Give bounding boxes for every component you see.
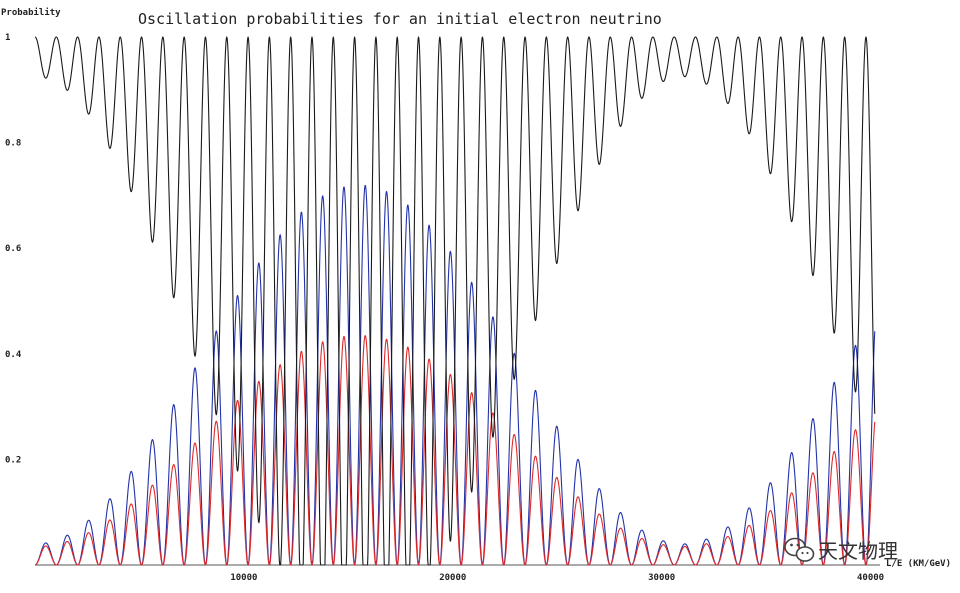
- watermark: 天文物理: [784, 537, 898, 563]
- y-axis-label: Probability: [1, 7, 61, 18]
- x-tick-label: 30000: [648, 573, 675, 583]
- x-axis-label: L/E (KM/GeV): [886, 559, 951, 569]
- y-tick-label: 0.2: [5, 455, 21, 465]
- x-tick-label: 40000: [857, 573, 884, 583]
- chart-title: Oscillation probabilities for an initial…: [138, 10, 662, 28]
- y-tick-label: 0.6: [5, 244, 21, 254]
- wechat-icon: [784, 537, 815, 562]
- series-survival-line: [34, 36, 876, 566]
- x-tick-label: 20000: [439, 573, 466, 583]
- y-tick-label: 0.8: [5, 139, 21, 149]
- x-tick-labels: 10000 20000 30000 40000: [230, 573, 884, 583]
- x-tick-label: 10000: [230, 573, 257, 583]
- y-tick-label: 0.4: [5, 350, 22, 360]
- watermark-text: 天文物理: [818, 539, 898, 563]
- series-red-line: [34, 335, 876, 566]
- y-tick-label: 1: [5, 33, 10, 43]
- series-layer: [34, 36, 876, 566]
- y-tick-labels: 0.2 0.4 0.6 0.8 1: [5, 33, 22, 465]
